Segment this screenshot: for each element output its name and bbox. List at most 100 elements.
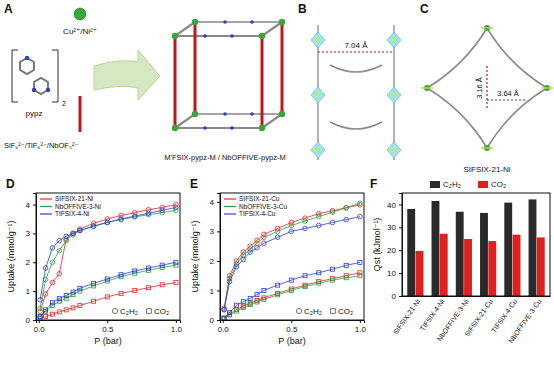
plot-frame <box>36 193 180 320</box>
cage-pillar <box>174 36 177 128</box>
plot-frame <box>220 193 364 320</box>
tick: 20 <box>387 246 402 255</box>
tick-mark <box>39 320 40 323</box>
axis-line <box>217 194 221 321</box>
marker <box>262 288 266 292</box>
marker <box>160 208 165 213</box>
distance-line <box>486 66 487 110</box>
marker <box>344 276 348 280</box>
legend-label: CO₂ <box>154 307 169 316</box>
marker <box>64 238 69 243</box>
legend-label: SIFSIX-21-Ni <box>55 195 93 202</box>
tick: 2 <box>210 257 220 266</box>
marker <box>71 306 75 310</box>
legend-swatch <box>224 198 236 199</box>
tick: 0 <box>392 292 402 301</box>
tick-label: 1 <box>26 287 31 296</box>
marker <box>105 295 109 299</box>
marker <box>78 304 82 308</box>
tick-mark <box>33 291 36 292</box>
tick-label: SIFSIX-21-Cu <box>463 298 494 338</box>
marker <box>92 281 96 285</box>
marker <box>160 263 164 267</box>
tick: 0 <box>26 316 36 325</box>
distance-label: 3.64 Å <box>497 89 519 98</box>
series <box>38 208 178 311</box>
tick-label: 1 <box>210 287 215 296</box>
tick-label: NbOFFIVE-3-Cu <box>507 298 542 344</box>
octahedron-center <box>316 38 320 42</box>
ligand-count: 2 <box>62 100 66 107</box>
marker <box>222 316 226 320</box>
marker <box>174 263 178 267</box>
marker <box>275 229 280 234</box>
marker <box>344 263 348 267</box>
bracket <box>52 50 58 102</box>
marker <box>248 250 253 255</box>
tick-mark <box>33 320 36 321</box>
marker <box>105 277 109 281</box>
distance-line <box>318 51 394 52</box>
cage-node <box>279 19 285 25</box>
cage-n <box>230 34 234 38</box>
tick-label: 20 <box>387 246 396 255</box>
marker <box>64 293 68 297</box>
tick-label: 0 <box>392 292 397 301</box>
bar <box>537 237 545 296</box>
tick-mark <box>217 320 220 321</box>
legend-label: NbOFFIVE-3-Cu <box>239 203 287 210</box>
series-line <box>224 205 360 308</box>
marker <box>57 238 62 243</box>
marker <box>119 273 123 277</box>
panel-letter: A <box>4 2 13 16</box>
marker <box>133 289 137 293</box>
tick-label: 40 <box>387 201 396 210</box>
tick: 3 <box>26 229 36 238</box>
bar <box>480 213 488 296</box>
tick-mark <box>107 320 108 323</box>
marker-legend: C₂H₂CO₂ <box>112 307 169 316</box>
marker <box>241 253 246 258</box>
legend-label: SIFSIX-21-Cu <box>239 195 280 202</box>
ligand-ring <box>34 78 48 94</box>
marker <box>303 285 307 289</box>
axis-line <box>37 321 181 324</box>
marker <box>316 223 321 228</box>
legend-swatch <box>224 206 236 207</box>
y-axis-title: Uptake (mmolg⁻¹) <box>190 221 200 293</box>
marker <box>91 224 96 229</box>
tick-mark <box>399 250 402 251</box>
cage-n <box>203 34 207 38</box>
cage-node <box>172 125 178 131</box>
y-axis-title: Qst (kJmol⁻¹) <box>372 218 382 272</box>
series <box>222 274 362 320</box>
series-line <box>224 203 360 309</box>
tick: 4 <box>210 198 220 207</box>
cage-ligand <box>175 35 262 37</box>
axis-line <box>33 194 37 321</box>
anion-label: SiF₆²⁻/TiF₆²⁻/NbOF₅²⁻ <box>4 141 78 150</box>
tick-mark <box>217 261 220 262</box>
y-axis-title: Uptake (mmolg⁻¹) <box>6 221 16 293</box>
axis-line <box>221 321 365 324</box>
tick-mark <box>217 202 220 203</box>
cage-ligand <box>195 21 282 23</box>
marker <box>50 260 55 265</box>
octahedron-center <box>392 93 396 97</box>
bar <box>407 209 415 296</box>
tick: 4 <box>26 201 36 210</box>
marker <box>248 303 252 307</box>
marker <box>317 271 321 275</box>
tick-label: 0.0 <box>34 325 46 334</box>
series <box>222 214 362 312</box>
panel-letter: F <box>370 177 377 191</box>
bar <box>416 251 424 296</box>
tick-label: SIFSIX-21-Ni <box>392 297 422 335</box>
marker <box>50 280 55 285</box>
marker <box>289 288 293 292</box>
panel-letter: B <box>298 2 307 16</box>
marker <box>38 297 43 302</box>
plot-area <box>222 201 362 320</box>
marker <box>78 289 82 293</box>
cage-n <box>250 112 254 116</box>
